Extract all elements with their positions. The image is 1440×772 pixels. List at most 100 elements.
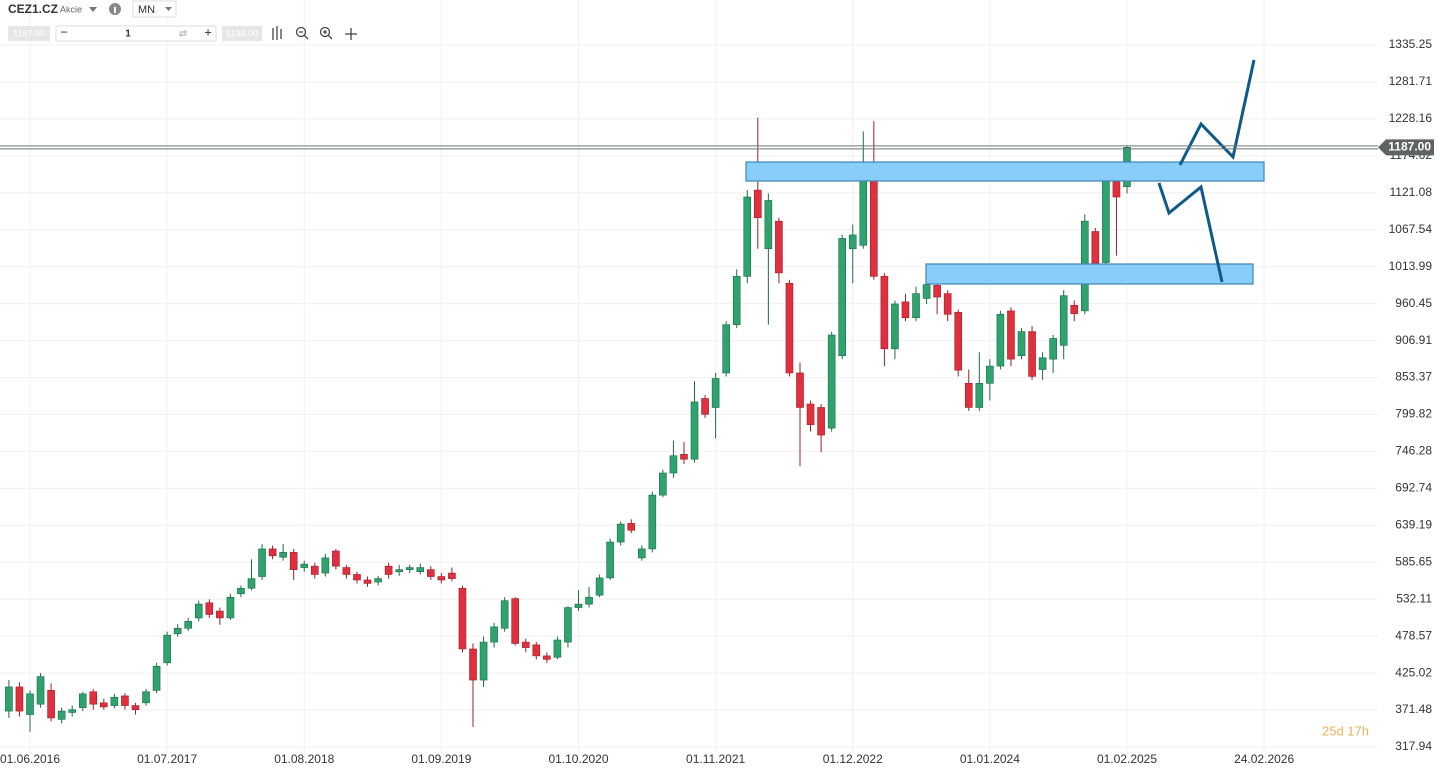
candle-body <box>690 401 699 460</box>
candle-body <box>490 626 498 643</box>
x-tick-label: 01.10.2020 <box>548 752 608 766</box>
candle-body <box>711 378 720 408</box>
info-glyph <box>114 7 116 13</box>
dropdown[interactable] <box>89 7 97 12</box>
minus-button[interactable]: − <box>60 24 68 39</box>
candle-body <box>374 578 382 583</box>
plus-button[interactable]: + <box>204 24 212 39</box>
candle-body <box>975 383 984 408</box>
y-tick-label: 799.82 <box>1395 407 1432 421</box>
y-tick-label: 692.74 <box>1395 481 1432 495</box>
candle-body <box>806 403 815 426</box>
swap-icon[interactable]: ⇄ <box>179 29 187 40</box>
candle-body <box>237 587 245 595</box>
bid[interactable]: 1187.00 <box>13 28 45 38</box>
candle-body <box>279 552 287 558</box>
bid-box[interactable] <box>8 26 50 41</box>
candle-body <box>78 693 87 708</box>
y-tick-label: 853.37 <box>1395 370 1432 384</box>
crosshair-icon[interactable] <box>345 28 357 40</box>
candle-body <box>912 293 920 319</box>
candle-body <box>1017 331 1026 357</box>
candle-body <box>754 189 762 219</box>
interval-box[interactable] <box>132 0 177 18</box>
candle-body <box>173 627 182 635</box>
candle-body <box>585 596 593 605</box>
y-tick-label: 585.65 <box>1395 554 1432 568</box>
zoom-in-icon[interactable] <box>319 26 331 38</box>
candle-body <box>332 550 340 567</box>
symbol[interactable]: CEZ1.CZ <box>8 2 58 16</box>
candle-body <box>395 569 403 572</box>
candle-body <box>627 523 636 531</box>
candle-body <box>616 523 625 543</box>
scenario-line <box>1157 182 1224 283</box>
candle-body <box>817 407 825 436</box>
candle-body <box>353 574 361 581</box>
y-tick-label: 425.02 <box>1395 665 1432 679</box>
candle-body <box>659 472 667 496</box>
candle-body <box>1102 172 1110 263</box>
candle-body <box>342 567 351 575</box>
y-tick-label: 639.19 <box>1395 518 1432 532</box>
y-tick-label: 1067.54 <box>1389 222 1433 236</box>
candle-body <box>891 303 899 350</box>
candle-body <box>1007 310 1015 360</box>
candle-body <box>553 639 562 658</box>
candle-body <box>26 693 34 715</box>
candle-body <box>1070 305 1079 314</box>
y-tick-label: 1228.16 <box>1389 111 1433 125</box>
candle-body <box>384 565 393 575</box>
asset-type: Akcie <box>60 4 82 14</box>
x-tick-label: 01.07.2017 <box>137 752 197 766</box>
candle-body <box>532 644 541 657</box>
zone <box>745 161 1265 182</box>
interval[interactable]: MN <box>138 4 155 16</box>
candle-body <box>121 695 129 706</box>
x-tick-label: 24.02.2026 <box>1234 752 1294 766</box>
candle-body <box>300 563 309 568</box>
y-tick-label: 317.94 <box>1395 739 1432 753</box>
candle-body <box>110 696 119 706</box>
candle-body <box>511 598 520 644</box>
candle-body <box>954 311 963 371</box>
candle-body <box>521 641 530 648</box>
quantity[interactable]: 1 <box>125 29 131 40</box>
chart-type-icon[interactable] <box>272 26 282 40</box>
candle-body <box>258 548 266 577</box>
candle-body <box>564 607 572 643</box>
ask-box[interactable] <box>222 26 262 41</box>
candle-body <box>595 577 604 596</box>
zone <box>925 263 1254 285</box>
y-tick-label: 371.48 <box>1395 702 1432 716</box>
candle-body <box>194 603 203 619</box>
y-tick-label: 1013.99 <box>1389 259 1433 273</box>
quantity-box[interactable] <box>55 25 217 42</box>
candle-body <box>321 557 330 574</box>
zoom-out-icon[interactable] <box>295 26 307 38</box>
candle-body <box>743 196 752 277</box>
x-tick-label: 01.02.2025 <box>1097 752 1157 766</box>
countdown: 25d 17h <box>1322 723 1369 738</box>
candle-body <box>310 565 319 575</box>
candle-body <box>732 276 741 325</box>
candle-body <box>437 576 446 581</box>
candle-body <box>68 709 76 713</box>
x-tick-label: 01.06.2016 <box>0 752 60 766</box>
y-axis: 317.94 371.48 425.02 478.57 532.11 585.65 639.… <box>0 37 1434 766</box>
scenario-line <box>1178 59 1256 166</box>
dropdown <box>165 7 172 11</box>
candle-body <box>859 175 868 246</box>
candle-body <box>184 621 193 629</box>
candle-body <box>163 634 171 664</box>
ask[interactable]: 1190.00 <box>226 28 258 38</box>
candle-body <box>775 220 783 274</box>
candle-body <box>216 610 224 619</box>
candle-body <box>89 691 98 705</box>
candle-body <box>427 569 435 577</box>
y-tick-label: 1335.25 <box>1389 37 1433 51</box>
candle-body <box>247 578 256 589</box>
candle-body <box>479 641 488 681</box>
y-tick-label: 906.91 <box>1395 333 1432 347</box>
candle-body <box>205 602 214 615</box>
